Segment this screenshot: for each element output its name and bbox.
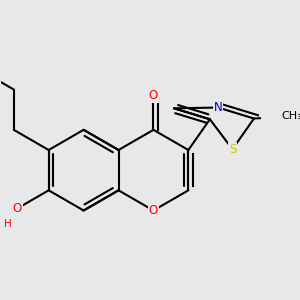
Text: O: O <box>13 202 22 215</box>
Text: O: O <box>149 89 158 102</box>
Text: N: N <box>214 101 223 114</box>
Text: S: S <box>229 143 236 156</box>
Text: CH₃: CH₃ <box>281 111 300 122</box>
Text: H: H <box>4 219 12 229</box>
Text: O: O <box>149 204 158 217</box>
